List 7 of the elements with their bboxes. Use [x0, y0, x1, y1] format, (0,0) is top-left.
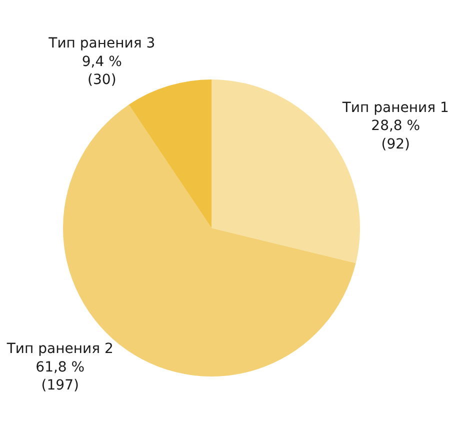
data-label: 9,4 % (30)	[82, 54, 122, 88]
slice-label: Тип ранения 1	[341, 100, 449, 116]
slice-label: Тип ранения 2	[6, 341, 114, 358]
pie-slice	[128, 80, 212, 228]
data-label: 28,8 % (92)	[371, 118, 420, 152]
data-label: 61,8 % (197)	[36, 359, 85, 394]
slice-label: Тип ранения 3	[48, 36, 156, 52]
